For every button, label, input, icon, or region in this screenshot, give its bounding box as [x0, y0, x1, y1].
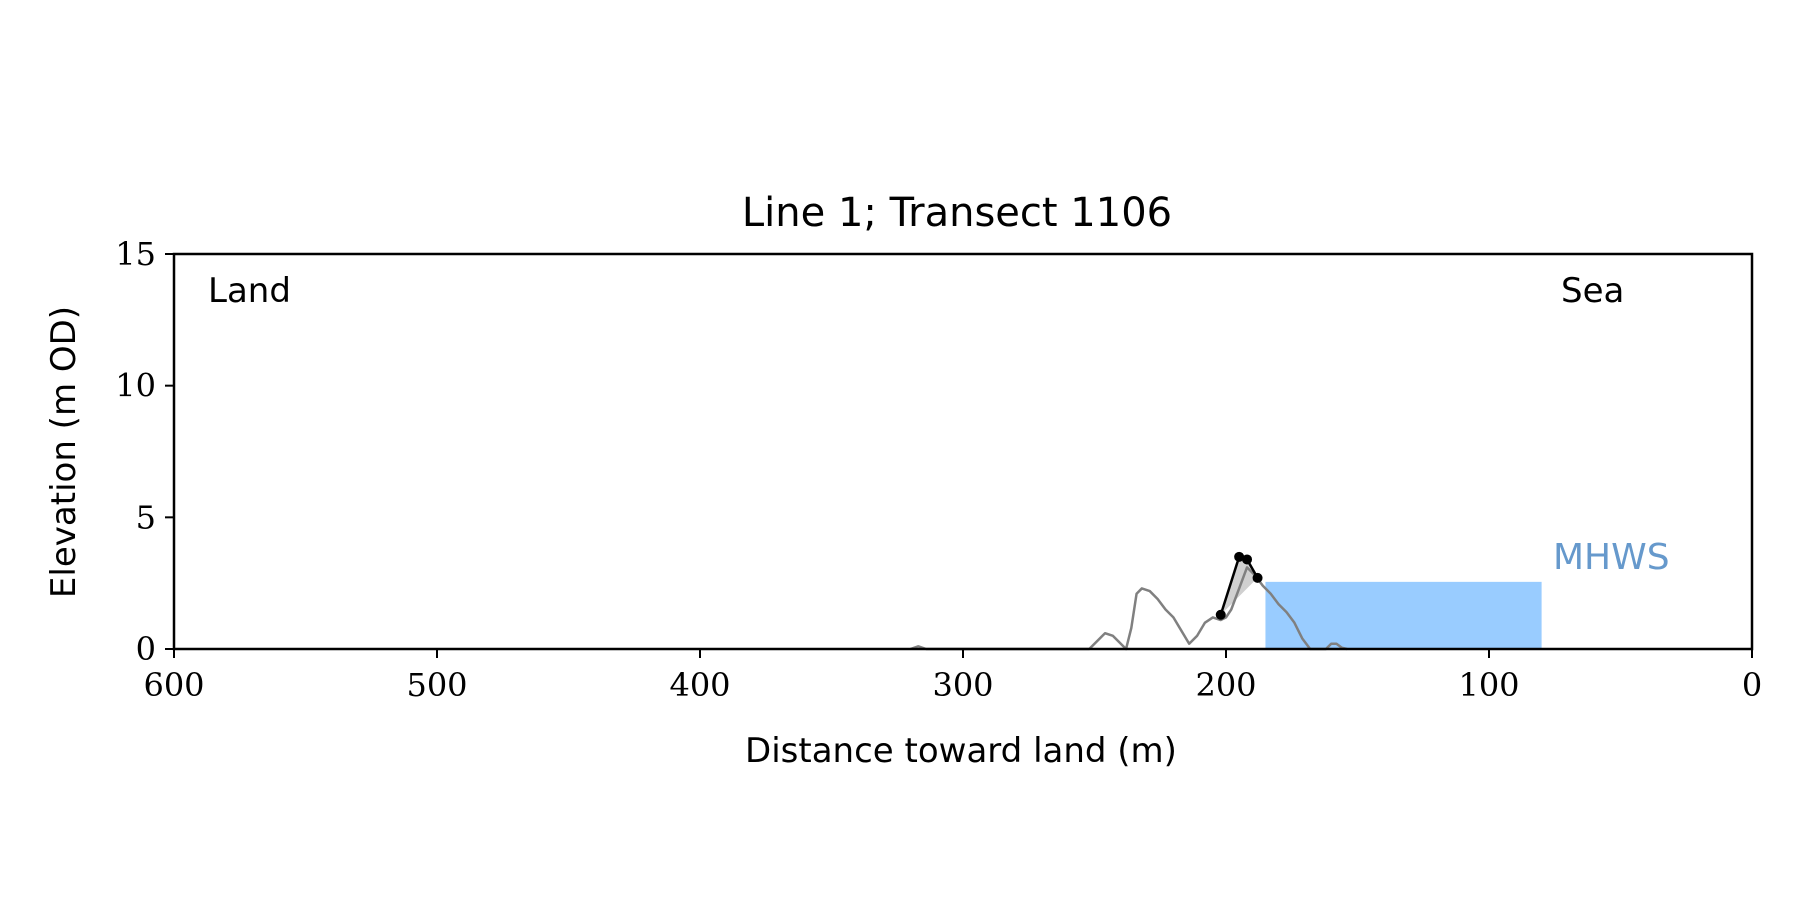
profile-line [910, 566, 1348, 651]
sea-label: Sea [1561, 271, 1624, 311]
plot-area [910, 551, 1542, 651]
crest-point [1234, 551, 1245, 562]
y-tick-label: 15 [115, 235, 156, 273]
crest-point [1215, 609, 1226, 620]
y-tick-label: 0 [136, 630, 156, 668]
x-tick-label: 300 [932, 666, 993, 704]
chart-title: Line 1; Transect 1106 [742, 190, 1172, 236]
x-tick-label: 400 [669, 666, 730, 704]
x-axis-ticks: 600 500 400 300 200 100 0 [143, 649, 1762, 704]
x-tick-label: 100 [1458, 666, 1519, 704]
crest-point [1252, 572, 1263, 583]
y-tick-label: 5 [136, 498, 156, 536]
x-tick-label: 0 [1742, 666, 1762, 704]
y-tick-label: 10 [115, 367, 156, 405]
mhws-label: MHWS [1553, 537, 1670, 578]
y-axis-label: Elevation (m OD) [44, 306, 84, 598]
y-axis-ticks: 0 5 10 15 [115, 235, 174, 668]
x-tick-label: 600 [143, 666, 204, 704]
land-label: Land [208, 271, 291, 311]
x-axis-label: Distance toward land (m) [745, 731, 1177, 771]
crest-point [1242, 554, 1253, 565]
x-tick-label: 500 [406, 666, 467, 704]
mhws-water-band [1265, 581, 1542, 649]
x-tick-label: 200 [1195, 666, 1256, 704]
